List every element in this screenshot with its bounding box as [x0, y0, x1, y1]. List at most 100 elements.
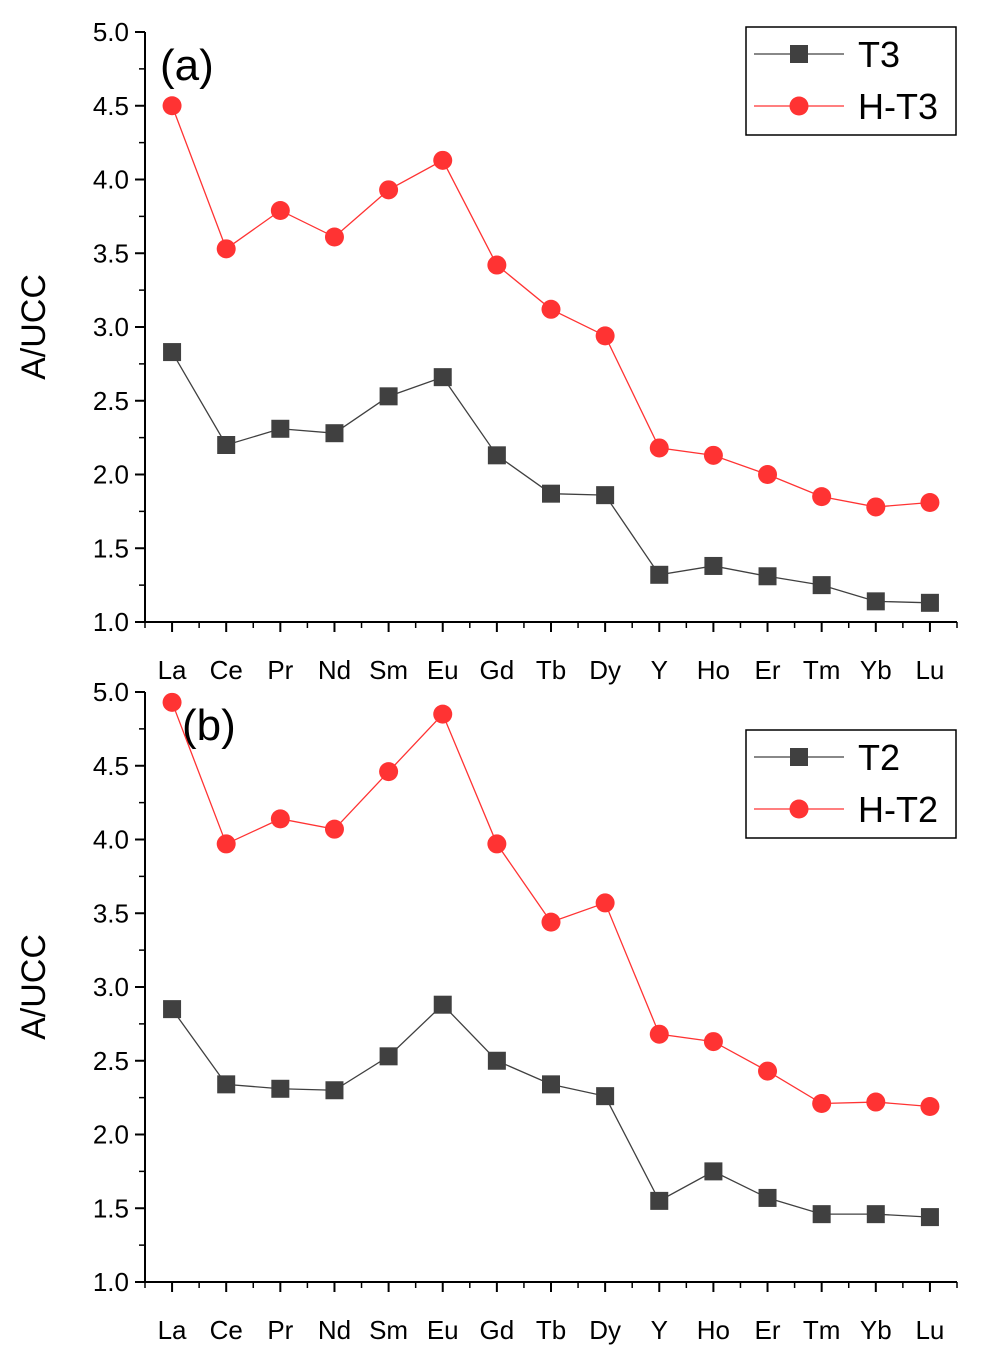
data-point-t2-y — [650, 1191, 669, 1210]
y-tick-label: 5.0 — [93, 677, 129, 707]
data-point-h-t2-dy — [595, 893, 615, 913]
y-tick-label: 1.5 — [93, 1193, 129, 1223]
x-tick-label-eu: Eu — [427, 1315, 459, 1345]
data-point-h-t2-sm — [379, 762, 399, 782]
x-tick-label-ce: Ce — [210, 655, 243, 685]
legend-marker-h-t3 — [789, 96, 809, 116]
legend-marker-t2 — [790, 748, 808, 766]
y-tick-label: 3.5 — [93, 238, 129, 268]
y-tick-label: 3.0 — [93, 972, 129, 1002]
x-tick-label-tm: Tm — [803, 655, 841, 685]
data-point-h-t3-sm — [379, 180, 399, 200]
panel-b: 1.0 1.5 2.0 2.5 3.0 3.5 4.0 4.5 5.0 La Ce Pr Nd Sm Eu G… — [15, 677, 958, 1345]
x-tick-label-yb: Yb — [860, 655, 892, 685]
data-point-h-t3-ho — [703, 445, 723, 465]
data-point-t3-pr — [271, 419, 290, 438]
data-point-h-t3-ce — [216, 239, 236, 259]
x-tick-label-la: La — [158, 655, 187, 685]
x-tick-label-la: La — [158, 1315, 187, 1345]
data-point-h-t2-tb — [541, 912, 561, 932]
data-point-h-t3-eu — [433, 150, 453, 170]
data-point-h-t2-tm — [812, 1094, 832, 1114]
series-h-t3 — [162, 96, 940, 517]
x-tick-label-tb: Tb — [536, 1315, 566, 1345]
data-point-t3-er — [758, 567, 777, 586]
x-tick-label-y: Y — [651, 1315, 668, 1345]
x-tick-label-ce: Ce — [210, 1315, 243, 1345]
x-tick-label-ho: Ho — [697, 655, 730, 685]
data-point-t2-sm — [379, 1047, 398, 1066]
panel-label: (a) — [160, 41, 214, 90]
y-tick-label: 3.5 — [93, 898, 129, 928]
legend-label-h-t2: H-T2 — [858, 789, 938, 830]
panel-a: 1.0 1.5 2.0 2.5 3.0 3.5 4.0 4.5 5.0 La Ce Pr Nd Sm Eu G… — [15, 17, 958, 685]
data-point-t2-gd — [487, 1051, 506, 1070]
x-tick-label-pr: Pr — [267, 1315, 293, 1345]
data-point-h-t3-gd — [487, 255, 507, 275]
data-point-t2-eu — [433, 995, 452, 1014]
legend: T3 H-T3 — [745, 26, 957, 136]
y-tick-label: 2.0 — [93, 460, 129, 490]
data-point-h-t3-la — [162, 96, 182, 116]
data-point-h-t2-la — [162, 692, 182, 712]
x-tick-label-eu: Eu — [427, 655, 459, 685]
y-axis-title: A/UCC — [15, 934, 53, 1040]
data-point-h-t2-ce — [216, 834, 236, 854]
data-point-h-t2-er — [758, 1061, 778, 1081]
x-tick-label-lu: Lu — [915, 1315, 944, 1345]
data-point-t2-nd — [325, 1081, 344, 1100]
x-tick-label-gd: Gd — [480, 655, 515, 685]
y-tick-label: 2.5 — [93, 1046, 129, 1076]
data-point-h-t2-lu — [920, 1096, 940, 1116]
data-point-t2-tm — [812, 1205, 831, 1224]
x-tick-label-tb: Tb — [536, 655, 566, 685]
data-point-h-t3-er — [758, 465, 778, 484]
data-point-t2-pr — [271, 1079, 290, 1098]
data-point-h-t3-tm — [812, 487, 832, 507]
x-tick-label-ho: Ho — [697, 1315, 730, 1345]
legend-marker-h-t2 — [789, 799, 809, 819]
data-point-t3-sm — [379, 387, 398, 406]
x-tick-label-yb: Yb — [860, 1315, 892, 1345]
x-tick-label-sm: Sm — [369, 655, 408, 685]
data-point-t3-nd — [325, 424, 344, 443]
x-tick-label-nd: Nd — [318, 655, 351, 685]
data-point-h-t3-lu — [920, 493, 940, 513]
data-point-h-t2-pr — [270, 809, 290, 829]
x-tick-label-pr: Pr — [267, 655, 293, 685]
data-point-h-t2-eu — [433, 704, 453, 724]
data-point-t2-ce — [217, 1075, 236, 1094]
y-tick-label: 5.0 — [93, 17, 129, 47]
data-point-t2-la — [163, 1000, 182, 1019]
legend-box — [745, 26, 957, 136]
x-tick-label-er: Er — [755, 655, 781, 685]
data-point-t3-dy — [596, 486, 615, 505]
data-point-t2-lu — [920, 1208, 939, 1227]
data-point-t3-y — [650, 565, 669, 584]
data-point-h-t3-tb — [541, 299, 561, 319]
data-point-h-t2-ho — [703, 1032, 723, 1052]
series-h-t2 — [162, 692, 940, 1116]
data-point-h-t2-y — [649, 1024, 669, 1044]
data-point-h-t3-nd — [324, 227, 344, 247]
data-point-t3-ho — [704, 556, 723, 575]
data-point-t3-lu — [920, 593, 939, 612]
panel-label: (b) — [182, 701, 236, 750]
data-point-t3-eu — [433, 368, 452, 387]
data-point-t3-tm — [812, 576, 831, 595]
data-point-h-t2-gd — [487, 834, 507, 854]
x-tick-label-sm: Sm — [369, 1315, 408, 1345]
data-point-h-t2-yb — [866, 1092, 886, 1112]
data-point-t3-gd — [487, 446, 506, 465]
series-line-t3 — [171, 351, 930, 604]
data-point-t2-tb — [542, 1075, 560, 1094]
data-point-t2-dy — [596, 1087, 615, 1106]
x-tick-label-y: Y — [651, 655, 668, 685]
data-point-h-t3-y — [649, 438, 669, 458]
y-tick-label: 1.0 — [93, 1267, 129, 1297]
y-tick-label: 4.5 — [93, 751, 129, 781]
data-point-t3-la — [163, 343, 182, 362]
y-tick-label: 1.5 — [93, 533, 129, 563]
